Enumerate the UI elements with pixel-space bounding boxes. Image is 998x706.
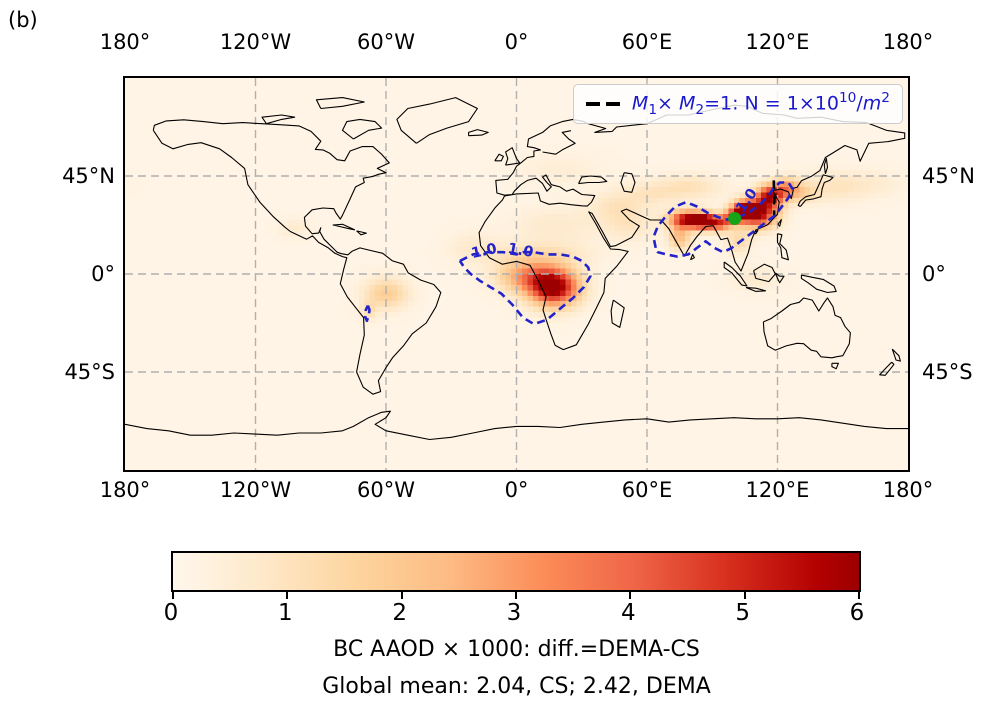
bottom-tick: 180°: [882, 478, 934, 502]
coastline: [125, 410, 908, 441]
legend: M1× M2=1: N = 1×1010/m2: [572, 84, 903, 125]
coastline: [745, 286, 767, 292]
coastline: [879, 361, 895, 376]
bottom-tick: 180°: [99, 478, 151, 502]
left-tick: 45°S: [64, 360, 115, 384]
top-tick: 120°E: [745, 30, 810, 54]
top-tick: 60°W: [356, 30, 415, 54]
coastline: [396, 97, 478, 144]
coastline: [542, 130, 576, 155]
contour-label: 1.0: [470, 241, 498, 262]
right-axis-ticks: 45°N 0° 45°S: [912, 78, 998, 470]
bottom-tick: 120°W: [219, 478, 292, 502]
coastline: [776, 233, 789, 261]
top-tick: 180°: [99, 30, 151, 54]
contour-label: 1.0: [733, 186, 761, 216]
map-overlay: 1.0 1.0 1.0: [125, 78, 908, 470]
coastline: [620, 172, 636, 193]
colorbar-tick: [286, 590, 289, 599]
coastline: [610, 299, 625, 328]
coastline: [505, 147, 521, 166]
colorbar-label: 2: [392, 600, 407, 626]
coastline: [823, 158, 829, 174]
top-tick: 120°W: [219, 30, 292, 54]
coastline: [891, 348, 901, 362]
coastline: [578, 175, 608, 185]
colorbar-label: 5: [735, 600, 750, 626]
colorbar-tick: [400, 590, 403, 599]
black-dashed-contour: [772, 180, 776, 218]
top-tick: 180°: [882, 30, 934, 54]
coastline: [753, 229, 759, 235]
top-axis-ticks: 180° 120°W 60°W 0° 60°E 120°E 180°: [100, 30, 934, 56]
colorbar-label: 3: [506, 600, 522, 626]
legend-label: M1× M2=1: N = 1×1010/m2: [631, 90, 890, 119]
coastline: [341, 118, 383, 140]
right-tick: 45°S: [922, 360, 973, 384]
colorbar-label: 0: [163, 600, 179, 626]
colorbar-tick: [515, 590, 517, 599]
colorbar-label: 4: [621, 600, 636, 626]
top-tick: 0°: [504, 30, 529, 54]
coastline: [478, 104, 906, 351]
coastline: [762, 297, 851, 359]
dashed-line-icon: [585, 102, 622, 107]
bottom-tick: 60°W: [356, 478, 415, 502]
colorbar-label: 1: [278, 600, 293, 626]
caption-global-mean: Global mean: 2.04, CS; 2.42, DEMA: [322, 674, 711, 699]
colorbar-label: 6: [849, 600, 865, 626]
bottom-tick: 0°: [504, 478, 529, 502]
coastline: [774, 272, 785, 284]
coastline: [152, 119, 442, 395]
coastline: [261, 114, 296, 125]
left-axis-ticks: 45°N 0° 45°S: [13, 78, 125, 470]
colorbar: [171, 551, 861, 599]
coastline: [753, 263, 776, 283]
site-marker-dot: [728, 211, 742, 225]
world-map: 1.0 1.0 1.0 M1× M2=1: N = 1×1010/m2: [123, 76, 910, 472]
coastline: [797, 174, 834, 207]
coastline: [831, 362, 839, 370]
colorbar-labels: 0 1 2 3 4 5 6: [164, 600, 865, 628]
colorbar-tick: [743, 590, 746, 599]
colorbar-tick: [858, 590, 860, 599]
bottom-tick: 60°E: [621, 478, 673, 502]
coastline: [468, 129, 489, 137]
coastline: [777, 219, 782, 227]
left-tick: 45°N: [62, 164, 115, 188]
left-tick: 0°: [91, 262, 115, 286]
coastline: [494, 153, 504, 162]
coastline: [332, 223, 356, 231]
right-tick: 0°: [922, 262, 946, 286]
blue-dashed-contour: [652, 181, 794, 258]
blue-dashed-contour: [458, 250, 592, 326]
coastline: [315, 97, 365, 110]
caption-title: BC AAOD × 1000: diff.=DEMA-CS: [333, 637, 700, 662]
colorbar-tick: [629, 590, 632, 599]
coastline: [356, 230, 367, 236]
right-tick: 45°N: [922, 164, 975, 188]
top-tick: 60°E: [621, 30, 673, 54]
panel-label: (b): [8, 8, 38, 32]
bottom-axis-ticks: 180° 120°W 60°W 0° 60°E 120°E 180°: [100, 478, 934, 504]
bottom-tick: 120°E: [745, 478, 810, 502]
blue-dashed-contour: [363, 305, 371, 323]
coastline: [800, 274, 837, 294]
contour-label: 1.0: [506, 241, 534, 261]
coastline: [689, 253, 695, 261]
coastline: [723, 261, 748, 287]
colorbar-tick: [172, 590, 174, 599]
